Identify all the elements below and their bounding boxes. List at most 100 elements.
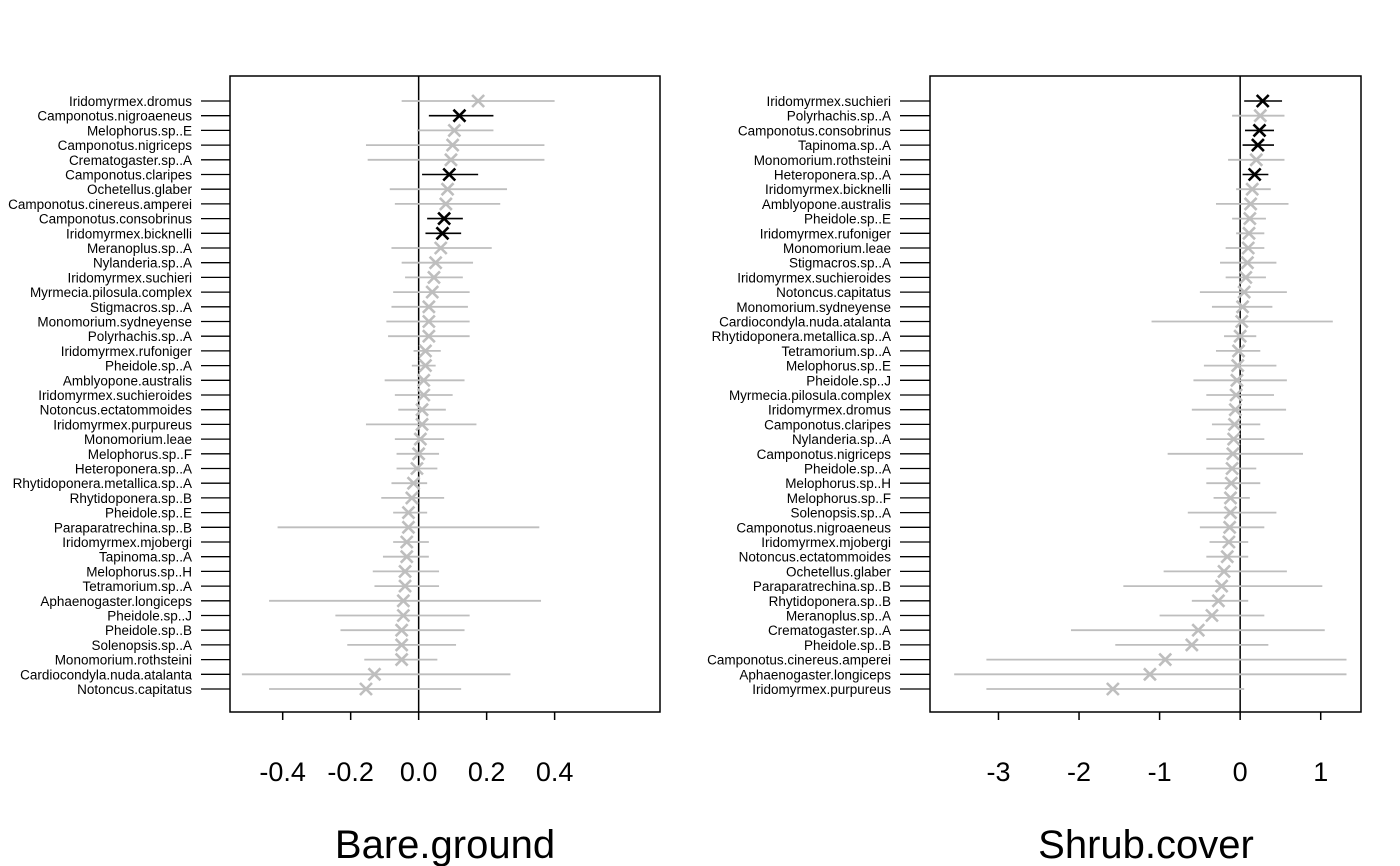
point-estimate-marker	[1237, 285, 1252, 300]
point-estimate-marker	[399, 535, 414, 549]
species-label: Iridomyrmex.purpureus	[53, 417, 192, 432]
point-estimate-marker	[1105, 682, 1120, 696]
species-label: Iridomyrmex.bicknelli	[765, 182, 891, 197]
point-estimate-marker	[413, 432, 428, 447]
species-label: Camponotus.consobrinus	[39, 212, 192, 227]
point-estimate-marker	[1231, 343, 1246, 358]
panel-bare-ground: -0.4 -0.2 0.0 0.2 0.4 Bare.ground Iridomyrmex.…	[8, 75, 661, 866]
species-label: Myrmecia.pilosula.complex	[729, 388, 891, 403]
point-estimate-marker	[421, 299, 436, 314]
species-label: Ochetellus.glaber	[87, 182, 193, 197]
point-estimate-marker	[394, 637, 409, 652]
point-estimate-marker	[1225, 461, 1240, 476]
point-estimate-marker	[1235, 299, 1250, 314]
species-label: Pheidole.sp..B	[105, 623, 192, 638]
point-estimate-marker	[447, 123, 462, 138]
species-label: Cardiocondyla.nuda.atalanta	[20, 667, 192, 682]
point-estimate-marker	[427, 270, 441, 285]
species-label: Meranoplus.sp..A	[87, 241, 192, 256]
point-estimate-marker	[1243, 196, 1258, 211]
point-estimate-marker	[1252, 123, 1267, 138]
point-estimate-marker	[418, 343, 433, 358]
species-label: Notoncus.capitatus	[77, 682, 192, 697]
species-label: Rhytidoponera.metallica.sp..A	[712, 329, 891, 344]
x-tick-label: 1	[1313, 757, 1328, 787]
x-tick-label: 0.2	[468, 757, 506, 787]
point-estimate-marker	[428, 255, 443, 270]
x-tick-label: 0	[1233, 757, 1248, 787]
point-estimate-marker	[1230, 373, 1244, 388]
species-label: Iridomyrmex.rufoniger	[760, 226, 892, 241]
point-estimate-marker	[425, 285, 440, 300]
species-label: Camponotus.claripes	[65, 168, 192, 183]
species-label: Nylanderia.sp..A	[93, 256, 192, 271]
species-label: Camponotus.consobrinus	[738, 123, 891, 138]
point-estimate-marker	[1249, 152, 1264, 167]
point-estimate-marker	[437, 211, 452, 226]
point-estimate-marker	[421, 314, 436, 329]
species-label: Pheidole.sp..A	[804, 462, 891, 477]
species-label: Notoncus.ectatommoides	[739, 550, 892, 565]
point-estimate-marker	[1253, 108, 1268, 123]
species-label: Iridomyrmex.suchieroides	[38, 388, 192, 403]
point-estimate-marker	[1242, 226, 1256, 241]
species-label: Amblyopone.australis	[63, 373, 192, 388]
point-estimate-marker	[435, 226, 450, 241]
species-label: Pheidole.sp..J	[806, 373, 891, 388]
point-estimate-marker	[1230, 358, 1245, 373]
species-label: Iridomyrmex.dromus	[768, 403, 891, 418]
species-label: Camponotus.cinereus.amperei	[8, 197, 192, 212]
species-label: Melophorus.sp..F	[787, 491, 891, 506]
species-label: Melophorus.sp..F	[88, 447, 192, 462]
species-label: Aphaenogaster.longiceps	[739, 667, 891, 682]
species-label: Polyrhachis.sp..A	[88, 329, 192, 344]
point-estimate-marker	[1220, 549, 1235, 564]
point-estimate-marker	[359, 682, 373, 696]
point-estimate-marker	[471, 94, 486, 108]
point-estimate-marker	[410, 461, 424, 476]
point-estimate-marker	[442, 167, 457, 182]
x-axis-title: Bare.ground	[335, 823, 555, 866]
x-axis-title: Shrub.cover	[1038, 823, 1254, 866]
species-label: Heteroponera.sp..A	[774, 168, 891, 183]
plot-frame	[229, 75, 661, 713]
point-estimate-marker	[404, 490, 419, 505]
point-estimate-marker	[401, 505, 416, 520]
species-label: Monomorium.leae	[84, 432, 192, 447]
point-estimate-marker	[411, 446, 426, 461]
point-estimate-marker	[399, 549, 414, 564]
point-estimate-marker	[1184, 637, 1199, 652]
point-estimate-marker	[440, 182, 455, 197]
species-label: Aphaenogaster.longiceps	[40, 594, 192, 609]
point-estimate-marker	[1228, 402, 1243, 417]
species-label: Camponotus.nigroaeneus	[37, 109, 192, 124]
species-label: Iridomyrmex.bicknelli	[66, 226, 192, 241]
species-label: Iridomyrmex.suchieroides	[737, 270, 891, 285]
point-estimate-marker	[445, 138, 460, 153]
species-label: Pheidole.sp..A	[105, 359, 192, 374]
species-label: Pheidole.sp..B	[804, 638, 891, 653]
point-estimate-marker	[438, 196, 453, 211]
point-estimate-marker	[1158, 652, 1173, 667]
species-label: Paraparatrechina.sp..B	[753, 579, 891, 594]
point-estimate-marker	[1191, 623, 1206, 638]
point-estimate-marker	[394, 623, 409, 638]
point-estimate-marker	[421, 329, 436, 344]
species-label: Iridomyrmex.mjobergi	[761, 535, 891, 550]
species-label: Monomorium.rothsteini	[754, 153, 891, 168]
species-label: Monomorium.leae	[783, 241, 891, 256]
species-label: Meranoplus.sp..A	[786, 609, 891, 624]
species-label: Rhytidoponera.metallica.sp..A	[13, 476, 192, 491]
species-label: Amblyopone.australis	[762, 197, 891, 212]
point-estimate-marker	[1225, 446, 1240, 461]
point-estimate-marker	[433, 241, 448, 255]
point-estimate-marker	[398, 579, 412, 594]
species-label: Tapinoma.sp..A	[798, 138, 891, 153]
point-estimate-marker	[418, 358, 433, 373]
point-estimate-marker	[1247, 167, 1262, 182]
point-estimate-marker	[1221, 535, 1236, 549]
point-estimate-marker	[415, 402, 429, 417]
species-label: Camponotus.nigriceps	[58, 138, 193, 153]
point-estimate-marker	[1245, 182, 1260, 197]
point-estimate-marker	[396, 608, 411, 623]
